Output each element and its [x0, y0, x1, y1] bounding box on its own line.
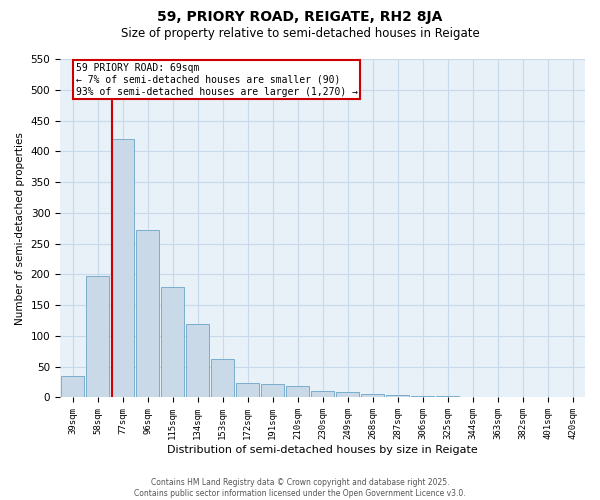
Bar	[485, 397, 509, 398]
Bar	[61, 376, 85, 398]
Bar	[136, 230, 160, 398]
Bar	[185, 324, 209, 398]
Text: 59 PRIORY ROAD: 69sqm
← 7% of semi-detached houses are smaller (90)
93% of semi-: 59 PRIORY ROAD: 69sqm ← 7% of semi-detac…	[76, 64, 358, 96]
Bar	[361, 394, 385, 398]
Bar	[260, 384, 284, 398]
Bar	[461, 397, 484, 398]
X-axis label: Distribution of semi-detached houses by size in Reigate: Distribution of semi-detached houses by …	[167, 445, 478, 455]
Bar	[236, 384, 259, 398]
Text: 59, PRIORY ROAD, REIGATE, RH2 8JA: 59, PRIORY ROAD, REIGATE, RH2 8JA	[157, 10, 443, 24]
Bar	[286, 386, 310, 398]
Bar	[311, 392, 334, 398]
Bar	[211, 360, 235, 398]
Bar	[161, 286, 184, 398]
Text: Contains HM Land Registry data © Crown copyright and database right 2025.
Contai: Contains HM Land Registry data © Crown c…	[134, 478, 466, 498]
Bar	[86, 276, 109, 398]
Bar	[110, 139, 134, 398]
Text: Size of property relative to semi-detached houses in Reigate: Size of property relative to semi-detach…	[121, 28, 479, 40]
Bar	[560, 397, 584, 398]
Bar	[335, 392, 359, 398]
Bar	[410, 396, 434, 398]
Y-axis label: Number of semi-detached properties: Number of semi-detached properties	[15, 132, 25, 324]
Bar	[436, 396, 460, 398]
Bar	[386, 395, 409, 398]
